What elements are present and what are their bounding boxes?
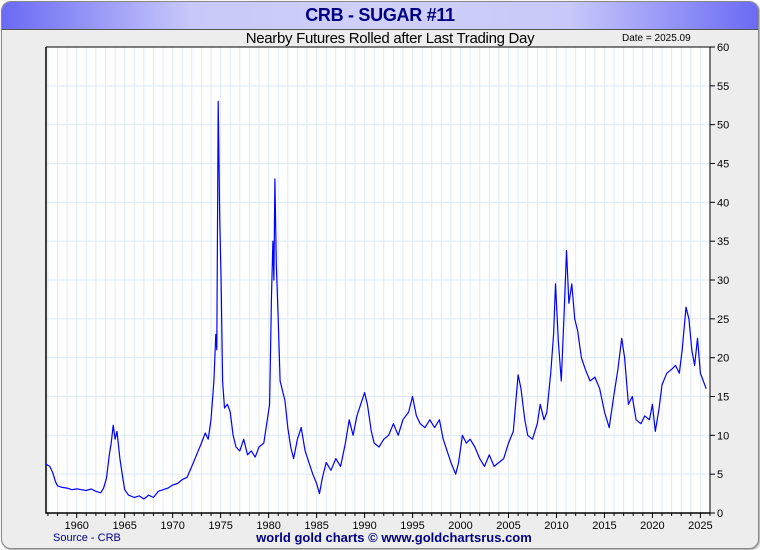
y-tick-label: 10	[717, 430, 729, 442]
x-tick-label: 1965	[112, 520, 136, 532]
title-bar: CRB - SUGAR #11	[2, 2, 758, 30]
y-tick-label: 20	[717, 353, 729, 365]
x-tick-label: 2010	[544, 520, 568, 532]
chart-title: CRB - SUGAR #11	[305, 5, 455, 25]
y-tick-label: 40	[717, 197, 729, 209]
y-tick-label: 45	[717, 159, 729, 171]
y-tick-label: 5	[717, 469, 723, 481]
axis-lines	[45, 47, 710, 514]
x-tick-label: 2000	[448, 520, 472, 532]
y-tick-label: 50	[717, 120, 729, 132]
chart-subtitle: Nearby Futures Rolled after Last Trading…	[245, 30, 535, 47]
x-tick-label: 2025	[688, 520, 712, 532]
y-tick-label: 60	[717, 42, 729, 54]
x-tick-label: 1980	[256, 520, 280, 532]
y-tick-label: 15	[717, 392, 729, 404]
y-tick-label: 30	[717, 275, 729, 287]
x-tick-label: 2005	[496, 520, 520, 532]
x-tick-label: 1990	[352, 520, 376, 532]
x-tick-label: 1975	[208, 520, 232, 532]
y-tick-label: 55	[717, 81, 729, 93]
x-tick-label: 1960	[64, 520, 88, 532]
credit-label: world gold charts © www.goldchartsrus.co…	[256, 530, 532, 545]
y-tick-label: 25	[717, 314, 729, 326]
x-tick-label: 2020	[640, 520, 664, 532]
source-label: Source - CRB	[53, 532, 121, 544]
x-tick-label: 1970	[160, 520, 184, 532]
series-line-sugar	[45, 100, 707, 500]
y-tick-label: 35	[717, 236, 729, 248]
x-tick-label: 2015	[592, 520, 616, 532]
x-tick-label: 1995	[400, 520, 424, 532]
y-tick-label: 0	[717, 508, 723, 520]
date-label: Date = 2025.09	[622, 33, 691, 44]
x-tick-label: 1985	[304, 520, 328, 532]
